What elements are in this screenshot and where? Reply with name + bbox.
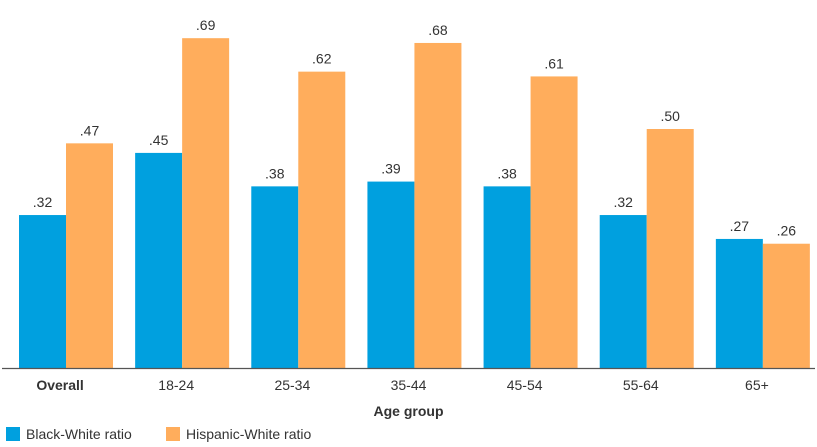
- bar-black-white-ratio-45-54: [483, 186, 531, 368]
- bar-hispanic-white-ratio-45-54: [530, 76, 578, 369]
- bar-hispanic-white-ratio-55-64: [646, 129, 694, 368]
- x-tick-label: 45-54: [507, 377, 543, 393]
- data-label-hispanic-white-ratio-18-24: .69: [196, 17, 216, 33]
- bar-hispanic-white-ratio-65-: [762, 243, 810, 368]
- bar-black-white-ratio-18-24: [135, 152, 183, 368]
- data-label-black-white-ratio-25-34: .38: [265, 165, 285, 181]
- x-tick-label: 18-24: [158, 377, 194, 393]
- x-tick-label: 65+: [745, 377, 769, 393]
- bar-black-white-ratio-25-34: [251, 186, 299, 368]
- legend-swatch-black-white-ratio: [6, 427, 20, 441]
- bar-black-white-ratio-35-44: [367, 181, 415, 368]
- data-label-black-white-ratio-overall: .32: [33, 194, 53, 210]
- data-label-hispanic-white-ratio-overall: .47: [80, 122, 100, 138]
- data-label-black-white-ratio-45-54: .38: [497, 165, 517, 181]
- data-label-hispanic-white-ratio-65-: .26: [777, 223, 797, 239]
- bar-hispanic-white-ratio-25-34: [298, 71, 346, 368]
- x-tick-label: 35-44: [391, 377, 427, 393]
- bar-hispanic-white-ratio-35-44: [414, 42, 462, 369]
- x-tick-label: Overall: [36, 377, 83, 393]
- bar-black-white-ratio-55-64: [599, 215, 647, 368]
- x-tick-label: 55-64: [623, 377, 659, 393]
- x-axis-title: Age group: [374, 403, 444, 419]
- bar-black-white-ratio-overall: [19, 215, 66, 368]
- legend-swatch-hispanic-white-ratio: [166, 427, 180, 441]
- data-label-black-white-ratio-18-24: .45: [149, 132, 169, 148]
- data-label-hispanic-white-ratio-35-44: .68: [428, 22, 448, 38]
- bar-black-white-ratio-65-: [715, 238, 763, 368]
- data-label-black-white-ratio-35-44: .39: [381, 161, 401, 177]
- data-label-hispanic-white-ratio-45-54: .61: [544, 55, 564, 71]
- data-label-hispanic-white-ratio-25-34: .62: [312, 51, 332, 67]
- data-label-black-white-ratio-55-64: .32: [613, 194, 633, 210]
- data-label-black-white-ratio-65-: .27: [730, 218, 750, 234]
- data-labels-group: .32 .47 .45 .69 .38 .62 .39 .68 .38 .61 .32 .50 .27.…: [33, 17, 797, 239]
- legend: Black-White ratio Hispanic-White ratio: [6, 426, 311, 442]
- bars-group: [19, 38, 810, 369]
- x-tick-labels-group: Overall 18-24 25-34 35-44 45-54 55-64 65+: [36, 377, 768, 393]
- legend-label-black-white-ratio: Black-White ratio: [26, 426, 132, 442]
- bar-hispanic-white-ratio-overall: [66, 143, 113, 368]
- x-tick-label: 25-34: [274, 377, 310, 393]
- legend-label-hispanic-white-ratio: Hispanic-White ratio: [186, 426, 311, 442]
- data-label-hispanic-white-ratio-55-64: .50: [660, 108, 680, 124]
- bar-hispanic-white-ratio-18-24: [182, 38, 230, 369]
